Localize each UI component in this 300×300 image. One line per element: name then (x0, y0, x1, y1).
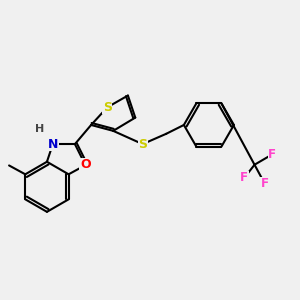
Text: N: N (48, 138, 58, 151)
Text: F: F (261, 177, 269, 190)
Text: F: F (268, 148, 276, 161)
Text: O: O (80, 158, 91, 171)
Text: S: S (103, 101, 112, 114)
Text: S: S (138, 138, 147, 151)
Text: F: F (240, 172, 248, 184)
Text: H: H (35, 124, 44, 134)
